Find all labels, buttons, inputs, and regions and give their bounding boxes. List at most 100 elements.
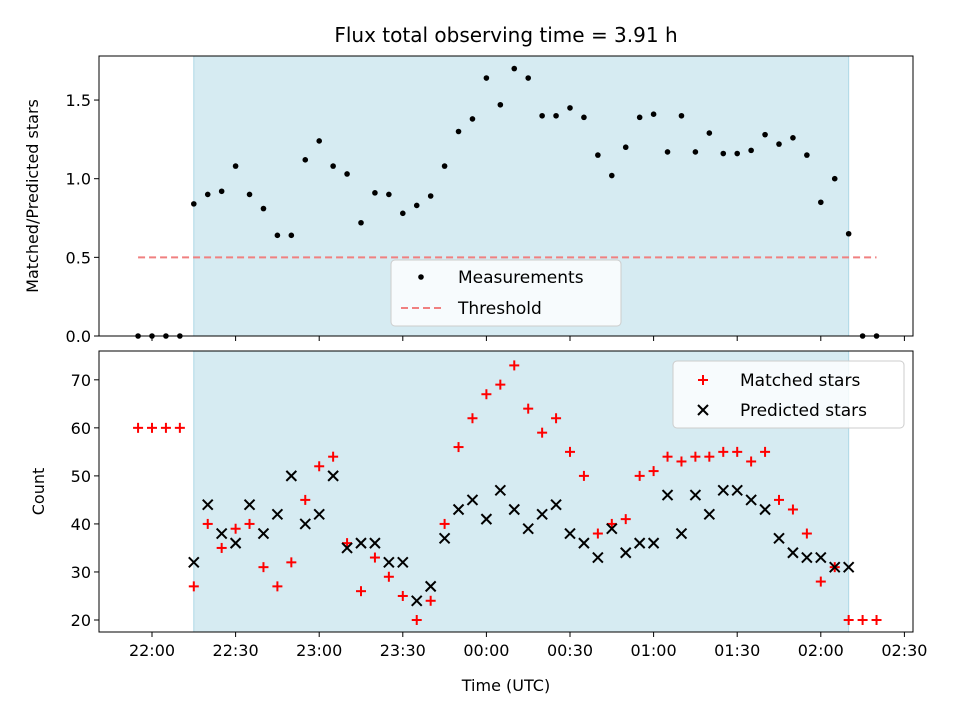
matched-stars-point [328, 451, 339, 462]
measurements-point [372, 190, 378, 196]
matched-stars-point [871, 614, 882, 625]
matched-stars-point [160, 422, 171, 433]
matched-stars-point [774, 494, 784, 505]
top-ytick-label: 0.5 [66, 248, 91, 267]
predicted-stars-point [369, 537, 381, 549]
top-panel: 0.0 0.5 1.0 1.5 Matched/Predicted stars Flux … [23, 23, 914, 346]
legend-label: Threshold [457, 299, 542, 319]
bottom-legend-box [672, 360, 905, 429]
predicted-stars-point [620, 547, 632, 559]
matched-stars-point [272, 581, 283, 592]
measurements-point [483, 75, 490, 81]
measurements-point [274, 232, 281, 239]
predicted-stars-point [745, 494, 757, 506]
predicted-stars-point [188, 556, 200, 569]
predicted-stars-point [801, 551, 813, 564]
predicted-stars-point [438, 532, 451, 545]
matched-stars-point [537, 427, 548, 438]
top-axes-frame [98, 55, 914, 337]
legend-item: Measurements [418, 268, 584, 288]
matched-stars-point [286, 557, 297, 568]
predicted-stars-point [829, 561, 841, 573]
measurements-point [330, 163, 336, 169]
bottom-xtick-label: 01:00 [631, 641, 677, 660]
bottom-ytick-label: 30 [71, 563, 91, 582]
predicted-stars-point [522, 523, 534, 535]
measurements-point [664, 149, 671, 155]
measurements-point [302, 157, 309, 163]
matched-stars-point [439, 518, 450, 529]
bottom-xtick-label: 02:00 [798, 641, 844, 660]
measurements-point [581, 114, 587, 121]
bottom-xtick-label: 02:30 [881, 641, 927, 660]
predicted-stars-point [592, 551, 604, 564]
legend-label: Matched stars [740, 371, 860, 391]
measurements-point [344, 171, 350, 177]
predicted-stars-point [787, 547, 799, 559]
measurements-point [706, 130, 713, 136]
measurements-point [650, 111, 657, 118]
matched-stars-point [411, 614, 422, 625]
matched-stars-point [356, 586, 366, 597]
measurements-point [790, 134, 796, 141]
predicted-stars-point [815, 551, 827, 564]
measurements-point [720, 150, 727, 157]
predicted-stars-point [229, 537, 242, 549]
bottom-xtick-label: 00:30 [547, 641, 593, 660]
matched-stars-point [690, 451, 701, 462]
measurements-point [386, 191, 392, 198]
top-ytick-label: 1.0 [66, 170, 91, 189]
predicted-stars-point [717, 484, 729, 497]
matched-stars-point [244, 518, 255, 529]
bottom-xtick-label: 22:00 [129, 641, 175, 660]
measurements-point [734, 150, 740, 157]
matched-stars-point [300, 494, 311, 505]
xlabel: Time (UTC) [461, 676, 550, 695]
matched-stars-point [495, 379, 506, 390]
matched-stars-point [801, 528, 812, 539]
measurements-point [260, 205, 267, 212]
legend-dot-marker [418, 274, 424, 280]
predicted-stars-point [271, 508, 284, 521]
predicted-stars-point [299, 518, 311, 530]
predicted-stars-point [243, 499, 256, 511]
measurements-point [553, 112, 559, 119]
legend-item: Threshold [401, 299, 542, 319]
measurements-point [567, 105, 573, 111]
measurements-point [400, 210, 406, 217]
matched-stars-point [815, 576, 826, 587]
measurements-point [316, 138, 323, 144]
matched-stars-point [453, 442, 464, 453]
bottom-ytick-label: 50 [71, 467, 91, 486]
measurements-point [678, 112, 685, 119]
predicted-stars-point [564, 527, 576, 540]
matched-stars-point [704, 451, 715, 462]
predicted-stars-point [578, 537, 590, 549]
matched-stars-point [787, 504, 798, 515]
predicted-stars-point [731, 484, 743, 497]
bottom-xtick-label: 23:00 [296, 641, 342, 660]
measurements-point [469, 116, 476, 122]
measurements-point [818, 199, 824, 206]
measurements-point [804, 152, 810, 158]
predicted-stars-point [689, 489, 702, 501]
top-legend-box [390, 259, 622, 327]
legend-label: Measurements [458, 268, 584, 288]
matched-stars-point [523, 403, 534, 414]
matched-stars-point [565, 446, 575, 457]
legend-item: Matched stars [698, 371, 860, 391]
matched-stars-point [202, 518, 213, 529]
matched-stars-point [648, 466, 659, 477]
matched-stars-point [481, 389, 492, 400]
measurements-point [748, 147, 754, 154]
predicted-stars-point [285, 470, 298, 482]
matched-stars-point [676, 456, 687, 467]
predicted-stars-point [327, 470, 339, 482]
matched-stars-point [843, 614, 854, 625]
predicted-stars-point [633, 537, 646, 549]
bottom-ytick-label: 60 [71, 419, 91, 438]
matched-stars-point [383, 571, 394, 582]
predicted-stars-point [494, 484, 507, 497]
predicted-stars-point [313, 508, 325, 521]
